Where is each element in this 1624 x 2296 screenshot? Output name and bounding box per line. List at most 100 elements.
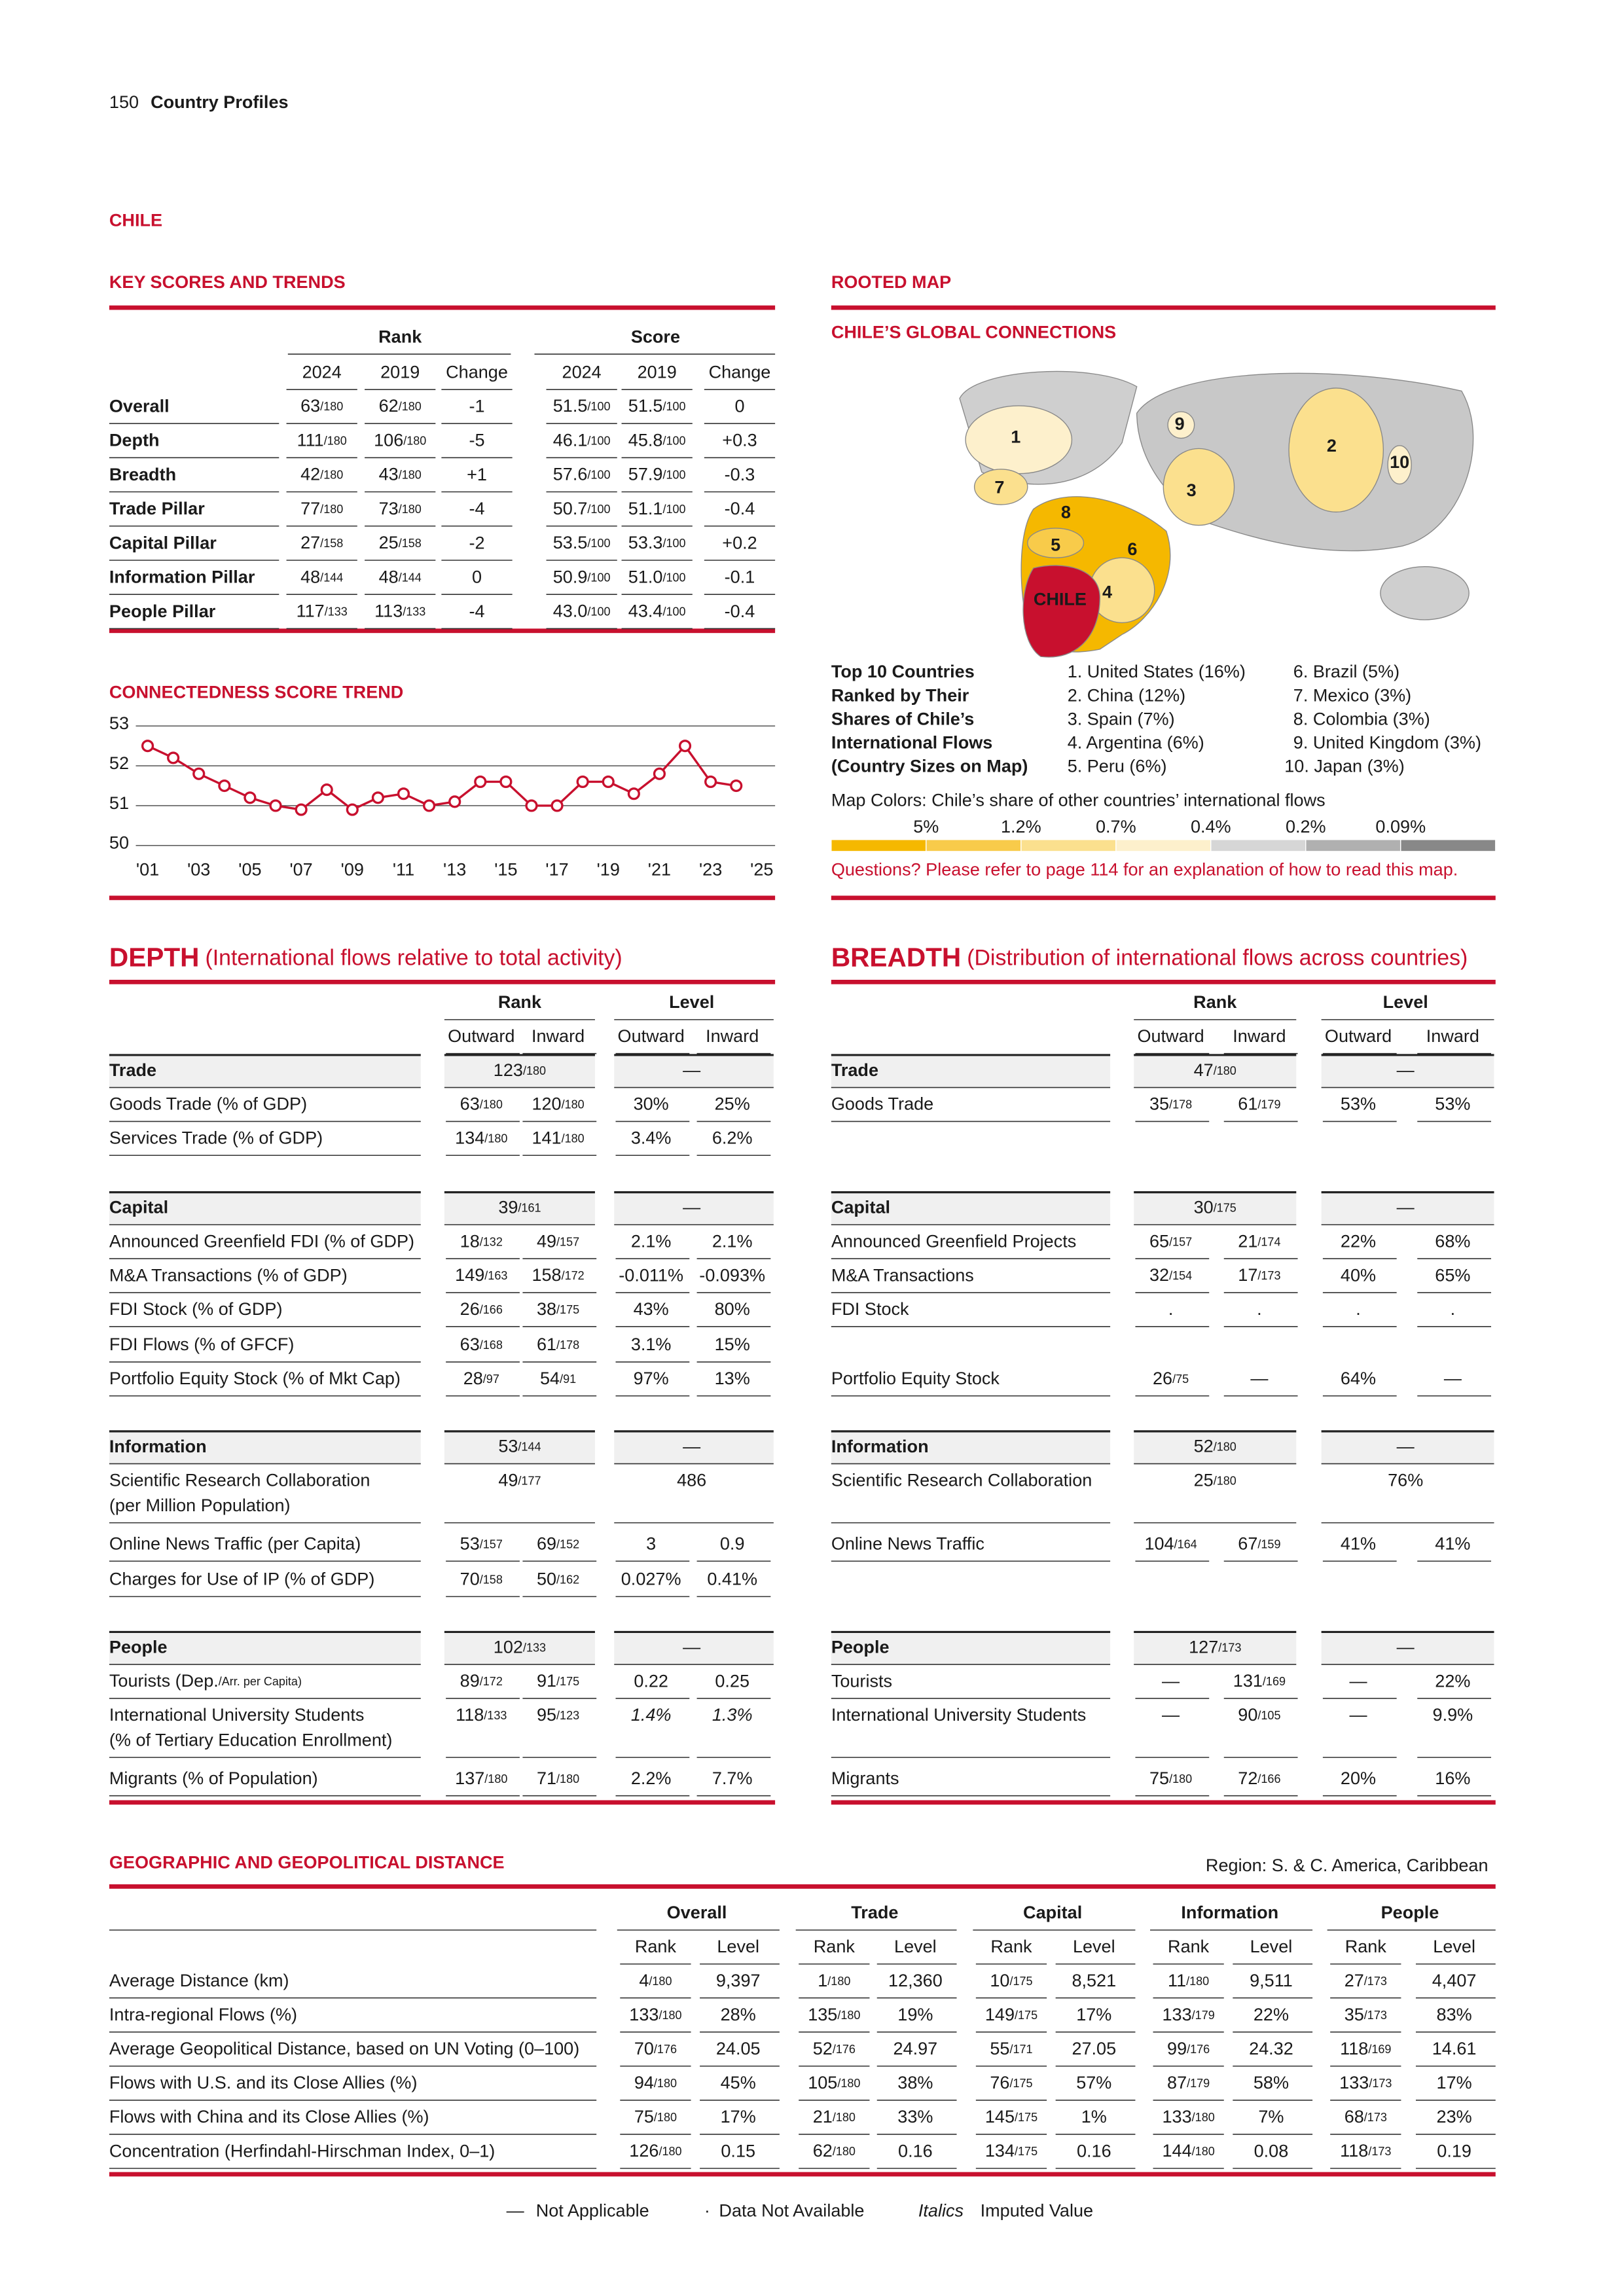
cell: 83% [1437,2005,1472,2024]
cell: 17% [1437,2073,1472,2092]
rank-total: /173 [1257,1269,1280,1282]
rank-total: /157 [480,1537,503,1551]
group-header: Rank [498,992,542,1012]
row-label: Intra-regional Flows (%) [109,2005,297,2024]
section-title: DEPTH (International flows relative to to… [109,942,623,972]
row-label: FDI Flows (% of GFCF) [109,1335,295,1354]
row-label: (per Million Population) [109,1496,291,1515]
cell: 70/158 [460,1570,503,1589]
country-entry: 6. Brazil (5%) [1293,662,1399,681]
legend-symbol: Italics [918,2201,964,2221]
column-header: Outward [1325,1026,1392,1046]
rank-total: /175 [1214,1201,1236,1214]
rank-total: /180 [399,468,422,481]
map-label: 1 [1011,427,1020,447]
rank-total: /179 [1257,1098,1280,1111]
cell: 4/180 [639,1971,672,1990]
cell: 68% [1435,1231,1470,1251]
trend-point [422,799,436,812]
map-region [1288,387,1384,512]
cell: 27/173 [1344,1971,1387,1990]
cell: 135/180 [808,2005,860,2024]
rank-number: 51.1 [628,499,663,518]
rank-number: 46.1 [553,431,588,450]
cell: 49/177 [498,1471,541,1490]
rule [831,979,1496,984]
cell: 58% [1254,2073,1289,2092]
rank-total: /180 [1169,1772,1192,1785]
column-header: Rank [1345,1937,1387,1956]
cell: 28/97 [463,1369,499,1388]
rank-total: /180 [399,503,422,516]
rank-number: 63 [460,1335,480,1354]
cell: 40% [1341,1265,1376,1285]
rule [109,305,776,310]
cell: -5 [469,431,484,450]
cell: 113/133 [374,601,425,621]
section-band [831,1192,1111,1225]
rank-number: 131 [1233,1671,1263,1691]
cell: 133/179 [1163,2005,1215,2024]
rank-total: /100 [587,434,610,447]
section-band [831,1632,1111,1665]
cell: 50.7/100 [553,499,611,518]
cell: 45.8/100 [628,431,686,450]
rank-number: 145 [985,2107,1015,2126]
rank-total: /123 [556,1709,579,1722]
rank-number: 158 [532,1265,561,1285]
column-header: Inward [1426,1026,1479,1046]
cell: 62/180 [379,396,422,416]
map-region [1027,528,1085,558]
rank-total: /175 [1015,2111,1038,2124]
cell: 47/180 [1194,1060,1236,1080]
rank-number: 141 [532,1128,561,1148]
cell: 76% [1388,1471,1423,1490]
rank-total: /171 [1009,2043,1032,2056]
rank-number: 90 [1238,1705,1257,1725]
y-tick-label: 53 [109,713,129,733]
cell: -1 [469,396,484,416]
rank-total: /144 [320,571,343,584]
x-tick-label: '21 [648,859,671,879]
rule [109,1800,776,1805]
cell: 57.9/100 [628,465,686,484]
rank-number: 51.0 [628,567,663,587]
country-title: CHILE [109,210,162,230]
rank-number: 63 [460,1094,480,1114]
row-label: Services Trade (% of GDP) [109,1128,323,1148]
rank-number: 76 [990,2073,1009,2092]
rank-total: /144 [399,571,422,584]
rank-total: /176 [1187,2043,1210,2056]
cell: 50.9/100 [553,567,611,587]
cell: — [1162,1705,1180,1725]
rank-number: 118 [1340,2039,1368,2058]
cell: 13% [715,1369,750,1388]
section-band [614,1632,774,1665]
rank-number: 57.6 [553,465,588,484]
rank-total: /180 [654,2111,677,2124]
rank-number: 106 [374,431,403,450]
region: Region: S. & C. America, Caribbean [1206,1856,1489,1875]
rank-total: /180 [833,2111,856,2124]
scale-label: 0.4% [1191,817,1231,836]
row-label: Charges for Use of IP (% of GDP) [109,1570,374,1589]
cell: 21/174 [1238,1231,1280,1251]
rank-total: /168 [480,1338,503,1352]
rank-number: 99 [1167,2039,1187,2058]
section-band [1134,1632,1297,1665]
rule [109,628,776,634]
group-header: Score [631,327,680,346]
x-tick-label: '01 [136,859,159,879]
cell: 43.4/100 [628,601,686,621]
cell: -0.3 [725,465,755,484]
section-band [109,1054,421,1088]
section-band [614,1192,774,1225]
cell: 53% [1341,1094,1376,1114]
rank-number: 117 [297,601,325,621]
cell: 48/144 [300,567,343,587]
rank-number: 10 [990,1971,1009,1990]
rank-number: 35 [1344,2005,1364,2024]
section-band [614,1431,774,1464]
rank-total: /174 [1257,1235,1280,1248]
trend-point [167,751,180,764]
